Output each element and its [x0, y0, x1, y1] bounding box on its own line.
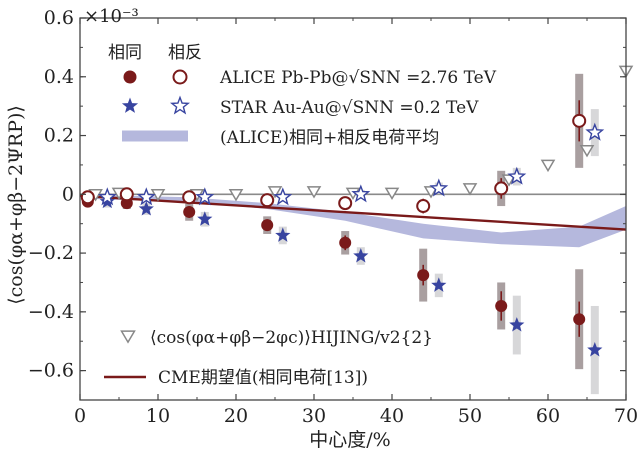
x-tick-label: 20 — [224, 405, 248, 427]
x-tick-label: 60 — [536, 405, 560, 427]
alice-opposite-point — [416, 199, 431, 214]
legend-entry-cme: CME期望值(相同电荷[13]) — [158, 368, 368, 388]
hijing-point — [501, 174, 517, 187]
scale-label: ×10⁻³ — [84, 6, 139, 27]
hijing-point — [540, 159, 556, 173]
y-tick-label: −0.2 — [28, 242, 74, 264]
legend-entry-average: (ALICE)相同+相反电荷平均 — [220, 128, 439, 148]
plot-area: 0 10 20 30 40 50 60 70 0.6 0.4 0.2 0 −0.2 −0.4 −0.6 — [28, 7, 638, 427]
x-tick-label: 40 — [380, 405, 404, 427]
legend-header-same: 相同 — [108, 43, 142, 63]
star-same-point — [197, 211, 213, 226]
legend-alice-same-marker — [123, 70, 137, 84]
x-tick-label: 50 — [458, 405, 482, 427]
alice-opposite-point — [80, 190, 95, 205]
star-same-point — [353, 248, 369, 263]
alice-opposite-point — [572, 113, 587, 128]
star-same-point — [138, 201, 154, 216]
star-opposite-point — [273, 187, 293, 206]
alice-same-point — [339, 236, 352, 249]
alice-opposite-point — [494, 181, 509, 196]
alice-opposite-point — [338, 196, 353, 211]
alice-same-point — [495, 299, 508, 312]
y-tick-label: −0.4 — [28, 301, 74, 323]
star-same-point — [509, 317, 525, 332]
x-axis-title: 中心度/% — [309, 429, 390, 451]
legend-star-opposite-marker — [169, 95, 191, 115]
star-opposite-point — [97, 187, 117, 206]
legend-header-opposite: 相反 — [168, 43, 202, 63]
star-opposite-point — [195, 187, 215, 206]
legend-alice-opposite-marker — [172, 69, 188, 85]
star-opposite-point — [136, 187, 156, 206]
alice-average-band — [87, 195, 627, 248]
legend-star-same-marker — [121, 97, 139, 113]
alice-opposite-point — [119, 187, 134, 202]
alice-same-point — [417, 269, 430, 282]
hijing-point — [228, 189, 244, 202]
x-tick-label: 10 — [146, 405, 170, 427]
star-opposite-point — [429, 178, 449, 197]
hijing-point — [306, 186, 322, 199]
star-opposite-point — [585, 122, 605, 141]
legend-hijing-marker — [120, 330, 136, 344]
hijing-point — [462, 183, 478, 196]
alice-same-point — [183, 205, 196, 218]
x-tick-label: 0 — [74, 405, 86, 427]
y-tick-label: 0.6 — [44, 7, 74, 29]
legend-entry-hijing: ⟨cos(φα+φβ−2φc)⟩HIJING/v2{2} — [150, 328, 433, 348]
alice-same-point — [261, 219, 274, 232]
alice-opposite-point — [182, 190, 197, 205]
hijing-point — [423, 186, 439, 199]
y-tick-label: −0.6 — [28, 360, 74, 382]
y-tick-label: 0 — [62, 183, 74, 205]
hijing-point — [150, 189, 166, 202]
x-tick-label: 30 — [302, 405, 326, 427]
hijing-point — [384, 187, 400, 201]
legend-entry-star: STAR Au-Au@√SNN =0.2 TeV — [220, 98, 479, 118]
alice-opposite-point — [260, 193, 275, 208]
y-tick-label: 0.2 — [44, 125, 74, 147]
x-tick-label: 70 — [614, 405, 638, 427]
y-tick-label: 0.4 — [44, 66, 74, 88]
cme-expectation-line — [79, 194, 627, 231]
hijing-point — [267, 186, 283, 199]
alice-same-point — [573, 313, 586, 326]
star-same-point — [587, 342, 603, 357]
star-opposite-point — [507, 166, 527, 185]
legend-entry-alice: ALICE Pb-Pb@√SNN =2.76 TeV — [219, 68, 497, 88]
star-opposite-point — [351, 184, 371, 203]
star-same-point — [275, 227, 291, 242]
y-axis-title: ⟨cos(φα+φβ−2ΨRP)⟩ — [5, 105, 27, 305]
hijing-point — [579, 144, 595, 158]
star-same-point — [431, 277, 447, 292]
